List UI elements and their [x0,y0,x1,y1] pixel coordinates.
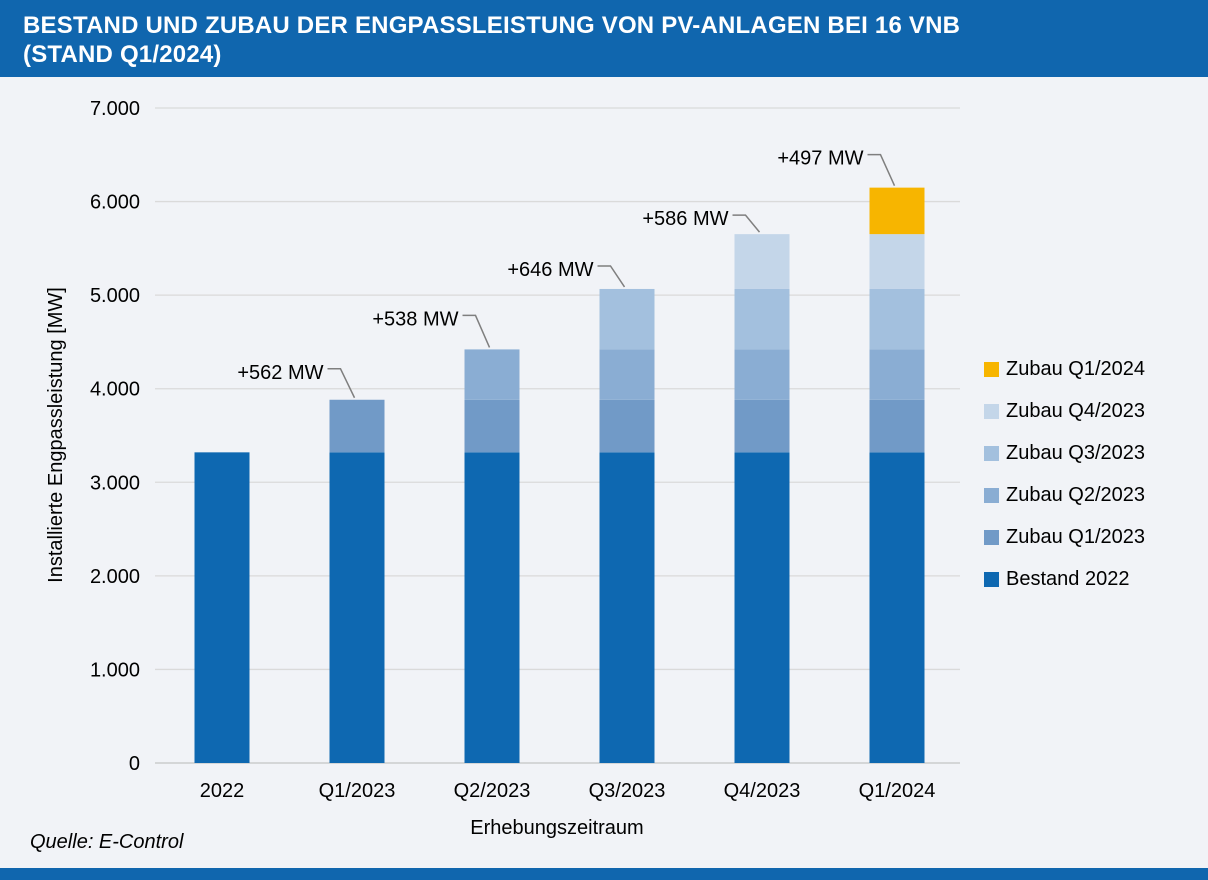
legend-label: Zubau Q4/2023 [1006,399,1145,422]
bar-segment-zubau-q3-2023-q3-2023 [599,288,655,350]
bar-segment-zubau-q1-2023-q1-2023 [329,399,385,453]
annotation-leader-line [732,214,761,233]
legend-swatch-bestand-2022 [984,571,999,587]
bar-segment-zubau-q3-2023-q1-2024 [869,288,925,350]
x-axis-title: Erhebungszeitraum [470,817,643,839]
legend-label: Zubau Q2/2023 [1006,483,1145,506]
x-tick-label: Q2/2023 [454,780,531,802]
bar-annotation-label: +646 MW [507,259,593,281]
bar-segment-zubau-q3-2023-q4-2023 [734,288,790,350]
annotation-leader-line [327,368,356,399]
y-tick-label: 0 [129,753,140,775]
source-note: Quelle: E-Control [30,831,184,853]
y-tick-label: 5.000 [90,285,140,307]
legend-swatch-zubau-q4-2023 [984,403,999,419]
bar-annotation-label: +562 MW [237,362,323,384]
legend-swatch-zubau-q2-2023 [984,487,999,503]
y-tick-label: 3.000 [90,472,140,494]
bar-segment-zubau-q2-2023-q4-2023 [734,349,790,400]
y-tick-label: 6.000 [90,192,140,214]
x-tick-label: Q4/2023 [724,780,801,802]
legend-item: Zubau Q1/2023 [984,525,1145,548]
bar-annotation-label: +586 MW [642,208,728,230]
x-tick-label: 2022 [200,780,245,802]
bar-segment-zubau-q2-2023-q3-2023 [599,349,655,400]
y-tick-label: 2.000 [90,566,140,588]
legend-swatch-zubau-q1-2023 [984,529,999,545]
bar-segment-zubau-q1-2023-q2-2023 [464,399,520,453]
x-tick-label: Q1/2024 [859,780,936,802]
y-tick-label: 4.000 [90,379,140,401]
annotation-leader-line [867,153,896,186]
bar-segment-zubau-q4-2023-q1-2024 [869,234,925,289]
bar-segment-bestand-2022-2022 [194,452,250,763]
legend-item: Bestand 2022 [984,567,1145,590]
bar-segment-zubau-q1-2023-q3-2023 [599,399,655,453]
bar-segment-zubau-q1-2023-q1-2024 [869,399,925,453]
bar-annotation-label: +497 MW [777,148,863,170]
x-tick-label: Q3/2023 [589,780,666,802]
bar-segment-zubau-q2-2023-q2-2023 [464,349,520,400]
legend-item: Zubau Q4/2023 [984,399,1145,422]
legend-swatch-zubau-q3-2023 [984,445,999,461]
legend-label: Bestand 2022 [1006,567,1130,590]
bar-segment-bestand-2022-q2-2023 [464,452,520,763]
legend-label: Zubau Q3/2023 [1006,441,1145,464]
y-tick-label: 7.000 [90,98,140,120]
bar-segment-bestand-2022-q3-2023 [599,452,655,763]
legend-label: Zubau Q1/2024 [1006,357,1145,380]
x-tick-label: Q1/2023 [319,780,396,802]
legend-swatch-zubau-q1-2024 [984,361,999,377]
bar-annotation-label: +538 MW [372,308,458,330]
y-tick-label: 1.000 [90,659,140,681]
bar-segment-bestand-2022-q4-2023 [734,452,790,763]
page-title: BESTAND UND ZUBAU DER ENGPASSLEISTUNG VO… [23,12,961,68]
annotation-leader-line [462,314,491,348]
bar-segment-bestand-2022-q1-2023 [329,452,385,763]
bar-segment-zubau-q1-2023-q4-2023 [734,399,790,453]
header-band: BESTAND UND ZUBAU DER ENGPASSLEISTUNG VO… [0,0,1208,77]
legend-item: Zubau Q1/2024 [984,357,1145,380]
footer-band [0,868,1208,880]
y-axis-title: Installierte Engpassleistung [MW] [45,287,67,583]
bar-segment-zubau-q4-2023-q4-2023 [734,234,790,289]
legend-label: Zubau Q1/2023 [1006,525,1145,548]
bar-segment-bestand-2022-q1-2024 [869,452,925,763]
legend-item: Zubau Q2/2023 [984,483,1145,506]
chart-legend: Zubau Q1/2024 Zubau Q4/2023 Zubau Q3/2023 Z… [984,357,1145,590]
bar-segment-zubau-q1-2024-q1-2024 [869,187,925,235]
legend-item: Zubau Q3/2023 [984,441,1145,464]
bar-segment-zubau-q2-2023-q1-2024 [869,349,925,400]
annotation-leader-line [597,265,626,288]
